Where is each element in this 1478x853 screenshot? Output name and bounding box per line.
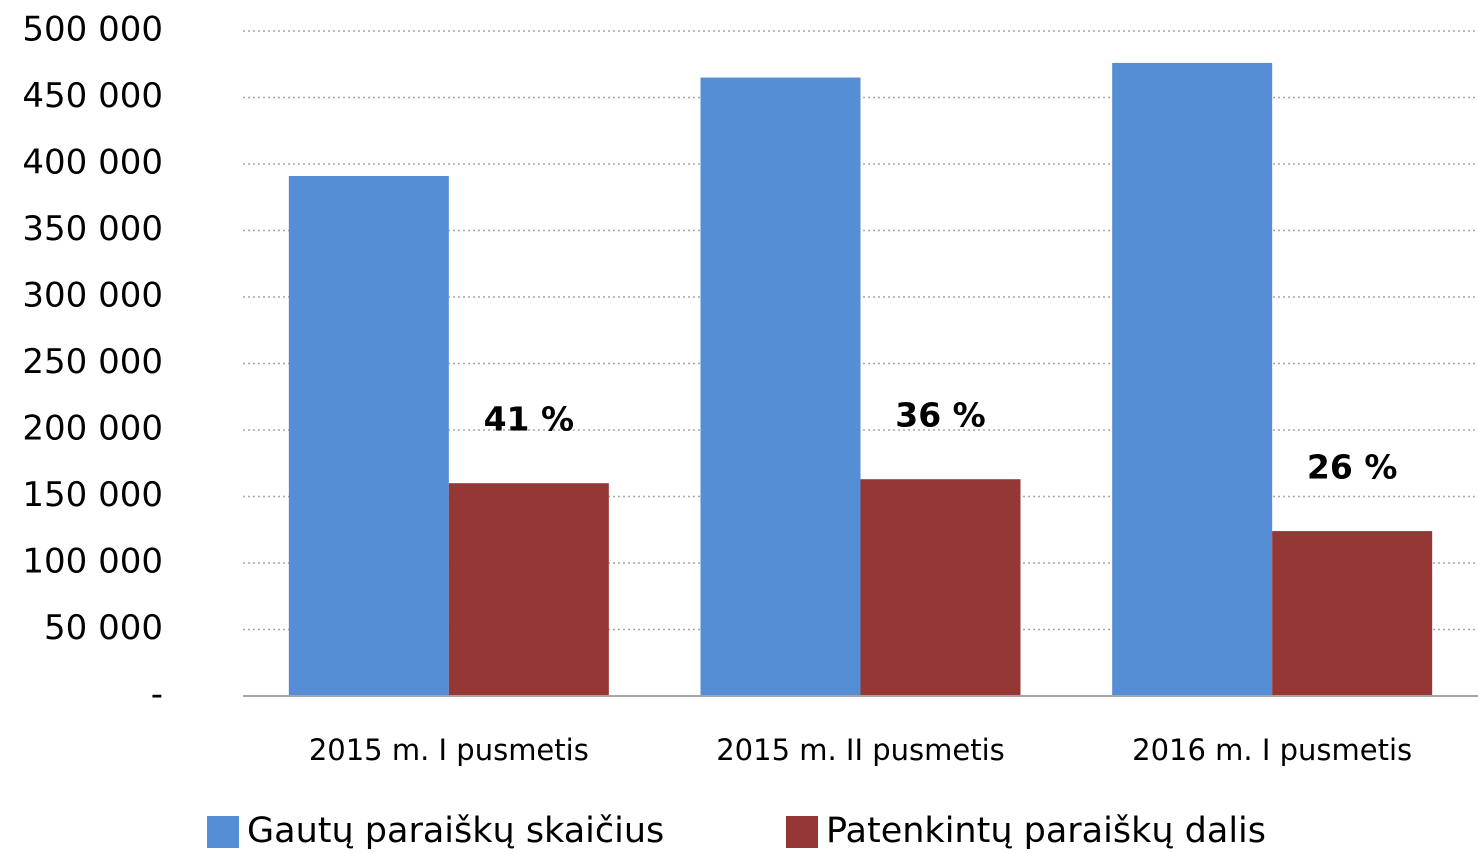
annotation: 41 % <box>484 400 574 439</box>
x-tick-label: 2015 m. I pusmetis <box>309 733 589 767</box>
bar <box>288 175 449 697</box>
annotation: 26 % <box>1307 448 1397 487</box>
y-tick-label: 400 000 <box>22 143 163 183</box>
bar <box>1272 531 1433 696</box>
legend-swatch <box>786 816 818 848</box>
annotation: 36 % <box>895 396 985 435</box>
y-tick-label: 300 000 <box>22 276 163 316</box>
bar <box>448 483 609 696</box>
y-tick-label: - <box>151 675 163 715</box>
y-tick-label: 50 000 <box>44 608 163 648</box>
bar <box>700 77 861 697</box>
x-tick-label: 2015 m. II pusmetis <box>716 733 1005 767</box>
y-tick-label: 450 000 <box>22 76 163 116</box>
y-tick-label: 350 000 <box>22 209 163 249</box>
y-tick-label: 200 000 <box>22 409 163 449</box>
legend-label: Patenkintų paraiškų dalis <box>826 811 1266 851</box>
legend-label: Gautų paraiškų skaičius <box>247 811 664 851</box>
y-tick-label: 150 000 <box>22 475 163 515</box>
x-tick-label: 2016 m. I pusmetis <box>1132 733 1412 767</box>
y-tick-label: 500 000 <box>22 10 163 50</box>
bar <box>860 479 1021 696</box>
y-tick-label: 100 000 <box>22 542 163 582</box>
legend-swatch <box>207 816 239 848</box>
bar <box>1112 62 1273 697</box>
y-tick-label: 250 000 <box>22 342 163 382</box>
